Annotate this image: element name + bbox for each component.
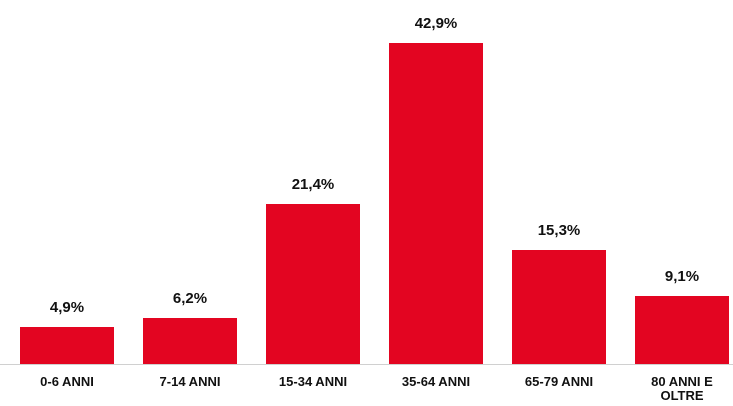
value-label: 42,9%	[414, 15, 458, 32]
x-tick-label: 7-14 ANNI	[159, 374, 221, 389]
value-label: 6,2%	[172, 289, 208, 307]
bar	[143, 317, 237, 364]
value-label: 4,9%	[49, 299, 85, 317]
baseline	[0, 364, 733, 365]
value-label: 21,4%	[291, 175, 335, 193]
x-tick-label: 35-64 ANNI	[401, 374, 471, 389]
x-tick-label: 0-6 ANNI	[40, 374, 94, 389]
value-label: 9,1%	[664, 267, 700, 285]
x-tick-label: 15-34 ANNI	[278, 374, 348, 389]
x-tick-label: 65-79 ANNI	[524, 374, 594, 389]
bar	[635, 295, 729, 364]
x-tick-label: 80 ANNI E OLTRE	[651, 374, 713, 403]
bar	[512, 249, 606, 364]
bar	[389, 43, 483, 364]
value-label: 15,3%	[537, 221, 581, 239]
bar	[266, 203, 360, 364]
bar	[20, 327, 114, 364]
